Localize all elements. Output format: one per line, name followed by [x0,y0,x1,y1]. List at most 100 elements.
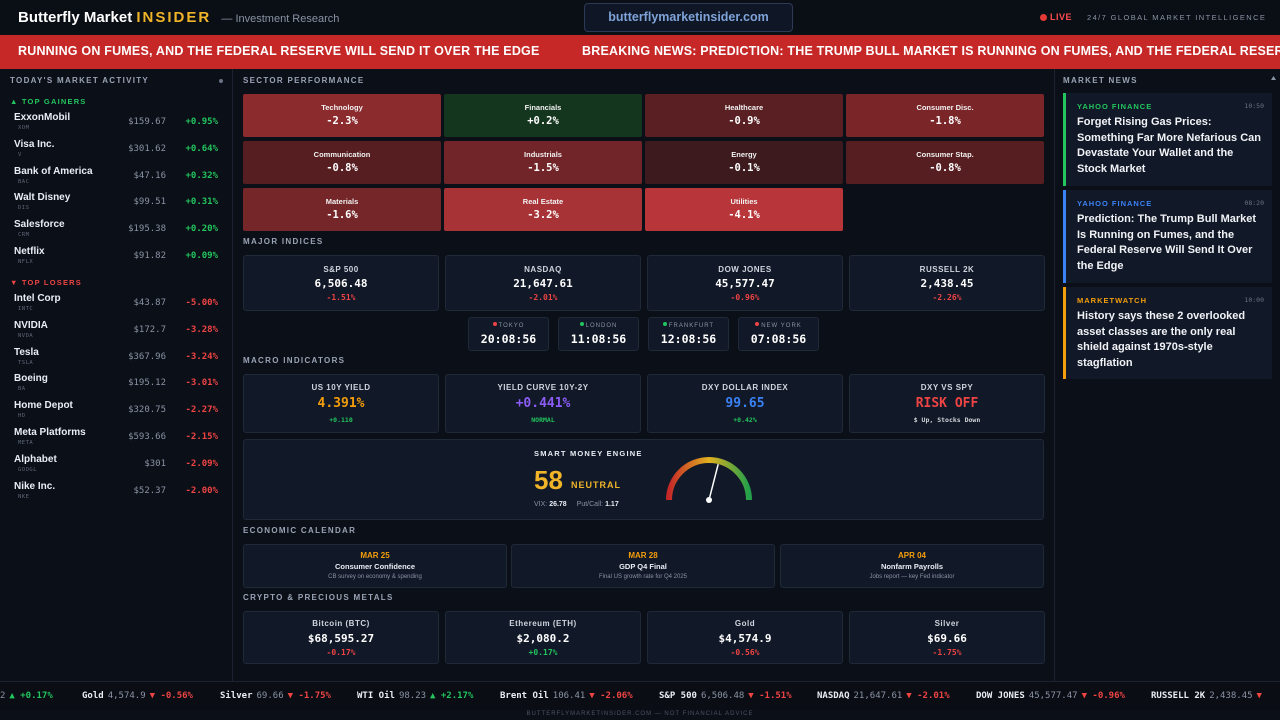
mover-row[interactable]: Alphabet GOOGL $301 -2.09% [14,454,220,480]
index-name: NASDAQ [524,265,562,274]
macro-name: YIELD CURVE 10Y-2Y [497,383,589,392]
index-change: -1.51% [326,293,356,302]
ticker-price: 2 [0,691,6,701]
sector-name: Energy [731,150,757,159]
gauge-arc [666,457,752,501]
ticker-item[interactable]: RUSSELL 2K 2,438.45 ▼ [1151,691,1262,701]
mover-row[interactable]: NVIDIA NVDA $172.7 -3.28% [14,320,220,346]
calendar-event[interactable]: MAR 25 Consumer Confidence CB survey on ec… [243,544,507,588]
mover-row[interactable]: Salesforce CRM $195.38 +0.20% [14,219,220,245]
sector-tile[interactable]: Consumer Stap. -0.8% [846,141,1044,184]
stock-ticker: NVDA [18,332,34,339]
sector-tile[interactable]: Energy -0.1% [645,141,843,184]
stock-name: Netflix [14,246,45,257]
ticker-item[interactable]: S&P 500 6,506.48 ▼ -1.51% [659,691,792,701]
ticker-change: ▼ -2.01% [906,691,950,701]
site-url-box[interactable]: butterflymarketinsider.com [584,3,793,32]
mover-row[interactable]: Tesla TSLA $367.96 -3.24% [14,347,220,373]
calendar-event[interactable]: APR 04 Nonfarm Payrolls Jobs report — key … [780,544,1044,588]
asset-change: -0.56% [730,648,760,657]
bottom-market-ticker[interactable]: 2 ▲ +0.17% Gold 4,574.9 ▼ -0.56% Silver 69.66 ▼… [0,681,1280,711]
mover-row[interactable]: ExxonMobil XOM $159.67 +0.95% [14,112,220,138]
clock-city-name: FRANKFURT [668,323,715,329]
asset-card[interactable]: Gold $4,574.9 -0.56% [647,611,843,664]
mover-row[interactable]: Bank of America BAC $47.16 +0.32% [14,166,220,192]
brand-logo[interactable]: Butterfly Market INSIDER — Investment Re… [18,9,339,26]
sector-tile[interactable]: Financials +0.2% [444,94,642,137]
news-card[interactable]: MARKETWATCH 10:00 History says these 2 ove… [1063,287,1272,379]
market-news-title: MARKET NEWS [1063,76,1138,85]
mover-row[interactable]: Walt Disney DIS $99.51 +0.31% [14,192,220,218]
calendar-event[interactable]: MAR 28 GDP Q4 Final Final US growth rate f… [511,544,775,588]
asset-card[interactable]: Silver $69.66 -1.75% [849,611,1045,664]
news-card[interactable]: YAHOO FINANCE 10:50 Forget Rising Gas Pric… [1063,93,1272,186]
stock-price: $195.38 [128,224,166,235]
news-card[interactable]: YAHOO FINANCE 08:20 Prediction: The Trump … [1063,190,1272,283]
stock-ticker: BA [18,386,26,393]
sector-tile[interactable]: Healthcare -0.9% [645,94,843,137]
stock-change: +0.64% [185,143,218,154]
top-header: Butterfly Market INSIDER — Investment Re… [0,0,1280,35]
live-indicator: LIVE [1040,12,1072,22]
ticker-item[interactable]: Gold 4,574.9 ▼ -0.56% [82,691,193,701]
sector-tile[interactable]: Industrials -1.5% [444,141,642,184]
sector-name: Consumer Stap. [916,150,974,159]
asset-card[interactable]: Bitcoin (BTC) $68,595.27 -0.17% [243,611,439,664]
world-clock: FRANKFURT 12:08:56 [648,317,729,351]
mover-row[interactable]: Nike Inc. NKE $52.37 -2.00% [14,481,220,507]
macro-card[interactable]: YIELD CURVE 10Y-2Y +0.441% NORMAL [445,374,641,433]
mover-row[interactable]: Home Depot HD $320.75 -2.27% [14,400,220,426]
sector-change: -1.5% [527,162,559,174]
ticker-price: 98.23 [398,691,427,701]
ticker-item[interactable]: Brent Oil 106.41 ▼ -2.06% [500,691,633,701]
index-name: S&P 500 [323,265,359,274]
news-source: YAHOO FINANCE [1077,199,1153,208]
stock-ticker: TSLA [18,359,34,366]
stock-price: $91.82 [133,251,166,261]
sector-tile[interactable]: Utilities -4.1% [645,188,843,231]
sector-tile[interactable]: Consumer Disc. -1.8% [846,94,1044,137]
sector-tile[interactable]: Communication -0.8% [243,141,441,184]
index-card[interactable]: S&P 500 6,506.48 -1.51% [243,255,439,311]
stock-name: Nike Inc. [14,480,56,492]
ticker-item[interactable]: 2 ▲ +0.17% [0,691,53,701]
stock-ticker: HD [18,413,26,420]
macro-name: US 10Y YIELD [311,383,371,392]
ticker-change: ▼ -1.51% [748,691,792,701]
index-card[interactable]: RUSSELL 2K 2,438.45 -2.26% [849,255,1045,311]
sector-tile[interactable]: Technology -2.3% [243,94,441,137]
mover-row[interactable]: Visa Inc. V $301.62 +0.64% [14,139,220,165]
mover-row[interactable]: Meta Platforms META $593.66 -2.15% [14,427,220,453]
gauge-needle [708,464,719,501]
ticker-price: 106.41 [552,691,586,701]
ticker-item[interactable]: NASDAQ 21,647.61 ▼ -2.01% [817,691,950,701]
macro-card[interactable]: DXY DOLLAR INDEX 99.65 +0.42% [647,374,843,433]
news-headline[interactable]: History says these 2 overlooked asset cl… [1077,310,1246,369]
sector-tile[interactable]: Real Estate -3.2% [444,188,642,231]
ticker-item[interactable]: Silver 69.66 ▼ -1.75% [220,691,331,701]
macro-card[interactable]: DXY VS SPY RISK OFF $ Up, Stocks Down [849,374,1045,433]
scroll-up-icon[interactable] [1270,72,1277,84]
brand-main: Butterfly Market [18,9,133,26]
mover-row[interactable]: Intel Corp INTC $43.87 -5.00% [14,293,220,319]
index-card[interactable]: DOW JONES 45,577.47 -0.96% [647,255,843,311]
mover-row[interactable]: Netflix NFLX $91.82 +0.09% [14,246,220,272]
sector-tile[interactable]: Materials -1.6% [243,188,441,231]
sector-change: +0.2% [527,115,559,127]
ticker-item[interactable]: DOW JONES 45,577.47 ▼ -0.96% [976,691,1125,701]
breaking-news-ticker[interactable]: RUNNING ON FUMES, AND THE FEDERAL RESERV… [0,35,1280,69]
index-card[interactable]: NASDAQ 21,647.61 -2.01% [445,255,641,311]
sector-name: Materials [325,197,359,206]
news-headline[interactable]: Prediction: The Trump Bull Market Is Run… [1077,213,1257,272]
ticker-item[interactable]: WTI Oil 98.23 ▲ +2.17% [357,691,473,701]
asset-change: -1.75% [932,648,962,657]
macro-card[interactable]: US 10Y YIELD 4.391% +0.110 [243,374,439,433]
stock-name: Bank of America [14,165,93,177]
sector-change: -2.3% [326,115,358,127]
news-headline[interactable]: Forget Rising Gas Prices: Something Far … [1077,116,1261,175]
breaking-text-left: RUNNING ON FUMES, AND THE FEDERAL RESERV… [18,44,540,58]
mover-row[interactable]: Boeing BA $195.12 -3.01% [14,373,220,399]
clock-city: TOKYO [469,322,548,329]
stock-price: $159.67 [128,117,166,127]
asset-card[interactable]: Ethereum (ETH) $2,080.2 +0.17% [445,611,641,664]
